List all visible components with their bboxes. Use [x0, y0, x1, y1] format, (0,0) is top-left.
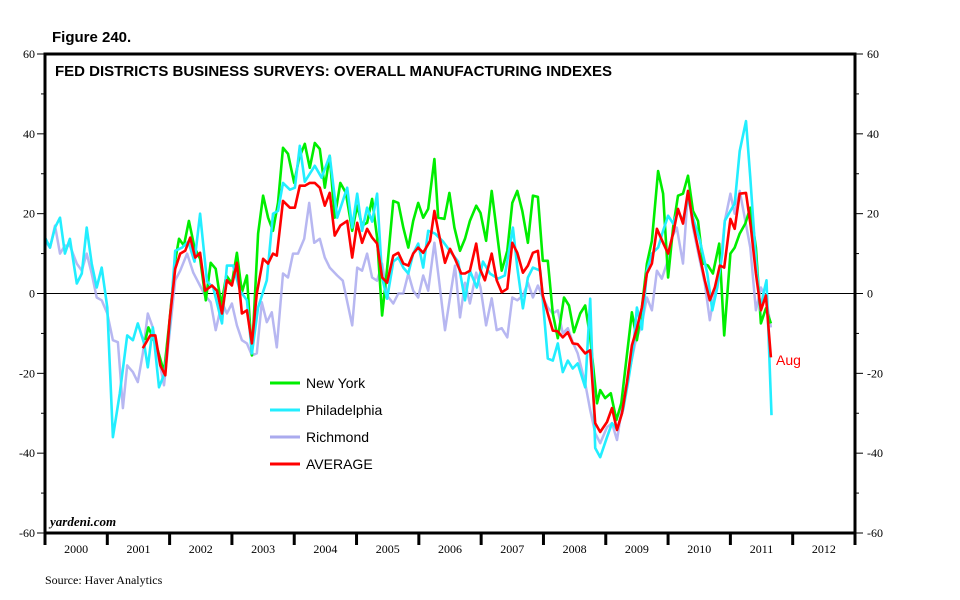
series-points-average: [142, 182, 772, 433]
y-tick-label-right: 0: [867, 287, 873, 301]
x-tick-label: 2002: [189, 542, 213, 556]
y-tick-label-left: -60: [19, 526, 35, 540]
series-line-richmond: [43, 189, 773, 445]
x-tick-label: 2000: [64, 542, 88, 556]
legend: New York Philadelphia Richmond AVERAGE: [270, 375, 382, 472]
watermark: yardeni.com: [48, 514, 116, 529]
legend-label-average: AVERAGE: [306, 456, 373, 472]
y-tick-label-right: -20: [867, 366, 883, 380]
y-tick-label-right: 60: [867, 47, 879, 61]
annotation-aug: Aug: [776, 352, 801, 368]
series-points-richmond: [44, 190, 772, 444]
source-note: Source: Haver Analytics: [45, 573, 163, 587]
y-tick-label-left: 40: [23, 127, 35, 141]
y-tick-label-right: 40: [867, 127, 879, 141]
y-tick-label-left: 20: [23, 207, 35, 221]
x-tick-label: 2004: [313, 542, 337, 556]
y-tick-label-left: 0: [29, 287, 35, 301]
y-tick-label-left: 60: [23, 47, 35, 61]
x-tick-label: 2006: [438, 542, 462, 556]
series-line-new-york: [144, 141, 773, 422]
y-tick-label-right: -60: [867, 526, 883, 540]
y-tick-label-left: -40: [19, 446, 35, 460]
x-tick-label: 2005: [376, 542, 400, 556]
figure-label: Figure 240.: [52, 29, 131, 46]
y-tick-label-left: -20: [19, 366, 35, 380]
series-points-philadelphia: [44, 120, 772, 458]
x-tick-label: 2007: [500, 542, 524, 556]
chart-title: FED DISTRICTS BUSINESS SURVEYS: OVERALL …: [55, 63, 612, 80]
x-tick-label: 2008: [563, 542, 587, 556]
x-tick-label: 2009: [625, 542, 649, 556]
series-group: [43, 119, 773, 459]
x-tick-label: 2003: [251, 542, 275, 556]
y-tick-label-right: -40: [867, 446, 883, 460]
series-line-average: [141, 181, 773, 434]
y-tick-label-right: 20: [867, 207, 879, 221]
x-tick-label: 2010: [687, 542, 711, 556]
x-tick-label: 2011: [750, 542, 774, 556]
legend-label-new-york: New York: [306, 375, 366, 391]
x-tick-label: 2012: [812, 542, 836, 556]
legend-label-richmond: Richmond: [306, 429, 369, 445]
x-tick-label: 2001: [126, 542, 150, 556]
series-line-philadelphia: [43, 119, 773, 459]
legend-label-philadelphia: Philadelphia: [306, 402, 382, 418]
plot-frame: [43, 52, 857, 535]
